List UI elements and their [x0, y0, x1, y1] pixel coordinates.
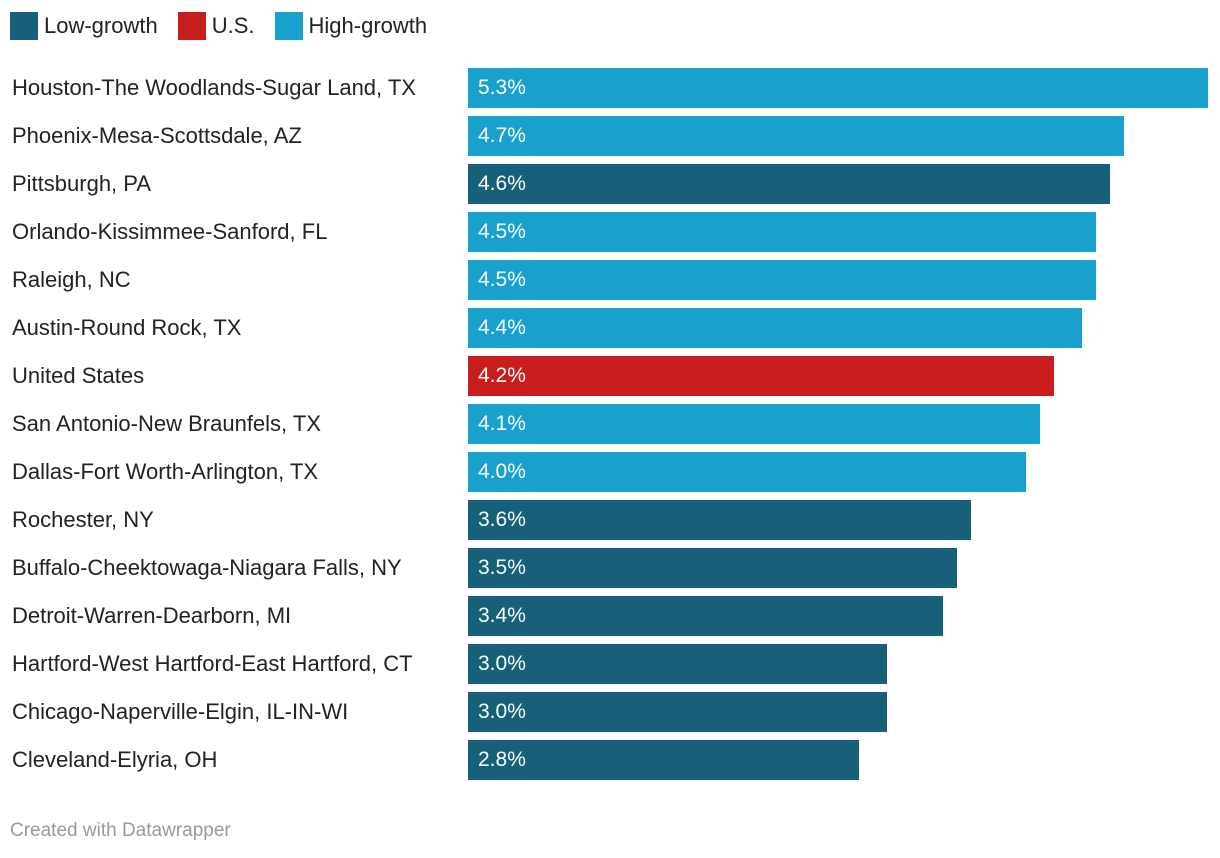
legend-swatch-high-growth [274, 12, 303, 40]
category-label: Hartford-West Hartford-East Hartford, CT [12, 651, 413, 676]
bar [468, 404, 1041, 444]
legend-swatch-us [177, 12, 206, 40]
bar [468, 548, 957, 588]
category-label: Detroit-Warren-Dearborn, MI [12, 603, 292, 628]
datawrapper-credit: Created with Datawrapper [10, 820, 231, 841]
bar-value-label: 3.0% [478, 652, 526, 675]
bar-value-label: 4.5% [478, 220, 526, 243]
bar [468, 260, 1097, 300]
chart-row: Pittsburgh, PA 4.6% [0, 164, 1220, 204]
bar [468, 644, 887, 684]
legend-item-us: U.S. [177, 12, 255, 40]
bar [468, 308, 1083, 348]
bar [468, 452, 1027, 492]
bar [468, 68, 1208, 108]
legend-label-us: U.S. [211, 13, 255, 38]
bar [468, 356, 1055, 396]
chart-row: Detroit-Warren-Dearborn, MI 3.4% [0, 596, 1220, 636]
chart-row: Phoenix-Mesa-Scottsdale, AZ 4.7% [0, 116, 1220, 156]
chart-row: Rochester, NY 3.6% [0, 500, 1220, 540]
bar-value-label: 4.0% [478, 460, 526, 483]
bar [468, 116, 1125, 156]
chart-row: Cleveland-Elyria, OH 2.8% [0, 740, 1220, 780]
chart-row: Hartford-West Hartford-East Hartford, CT… [0, 644, 1220, 684]
legend: Low-growth U.S. High-growth [10, 10, 427, 42]
category-label: Houston-The Woodlands-Sugar Land, TX [12, 75, 416, 100]
legend-swatch-low-growth [10, 12, 38, 40]
category-label: Cleveland-Elyria, OH [12, 747, 218, 772]
bar [468, 164, 1111, 204]
category-label: Buffalo-Cheektowaga-Niagara Falls, NY [12, 555, 402, 580]
bar [468, 692, 887, 732]
legend-label-high-growth: High-growth [308, 13, 428, 38]
legend-item-high-growth: High-growth [274, 12, 428, 40]
category-label: San Antonio-New Braunfels, TX [12, 411, 321, 436]
bar-value-label: 3.6% [478, 508, 526, 531]
chart-row: Dallas-Fort Worth-Arlington, TX 4.0% [0, 452, 1220, 492]
bar-value-label: 4.7% [478, 124, 526, 147]
legend-item-low-growth: Low-growth [10, 12, 158, 40]
legend-label-low-growth: Low-growth [44, 13, 158, 38]
bar-value-label: 3.5% [478, 556, 526, 579]
chart-row: Austin-Round Rock, TX 4.4% [0, 308, 1220, 348]
chart-row: Houston-The Woodlands-Sugar Land, TX 5.3% [0, 68, 1220, 108]
category-label: Austin-Round Rock, TX [12, 315, 242, 340]
bar [468, 212, 1097, 252]
bar-value-label: 3.0% [478, 700, 526, 723]
category-label: Pittsburgh, PA [12, 171, 151, 196]
bar [468, 740, 859, 780]
chart-row: Raleigh, NC 4.5% [0, 260, 1220, 300]
chart-row: United States 4.2% [0, 356, 1220, 396]
bar-value-label: 4.4% [478, 316, 526, 339]
chart-row: San Antonio-New Braunfels, TX 4.1% [0, 404, 1220, 444]
bar-value-label: 4.1% [478, 412, 526, 435]
category-label: Orlando-Kissimmee-Sanford, FL [12, 219, 328, 244]
category-label: United States [12, 363, 145, 388]
bar-value-label: 4.6% [478, 172, 526, 195]
bar-value-label: 2.8% [478, 748, 526, 771]
bar [468, 500, 971, 540]
bar-value-label: 5.3% [478, 76, 526, 99]
bar-value-label: 4.5% [478, 268, 526, 291]
category-label: Raleigh, NC [12, 267, 131, 292]
chart-row: Chicago-Naperville-Elgin, IL-IN-WI 3.0% [0, 692, 1220, 732]
chart-row: Orlando-Kissimmee-Sanford, FL 4.5% [0, 212, 1220, 252]
category-label: Chicago-Naperville-Elgin, IL-IN-WI [12, 699, 349, 724]
bar [468, 596, 943, 636]
bar-value-label: 3.4% [478, 604, 526, 627]
category-label: Phoenix-Mesa-Scottsdale, AZ [12, 123, 302, 148]
category-label: Dallas-Fort Worth-Arlington, TX [12, 459, 319, 484]
category-label: Rochester, NY [12, 507, 154, 532]
bar-value-label: 4.2% [478, 364, 526, 387]
chart-row: Buffalo-Cheektowaga-Niagara Falls, NY 3.5… [0, 548, 1220, 588]
